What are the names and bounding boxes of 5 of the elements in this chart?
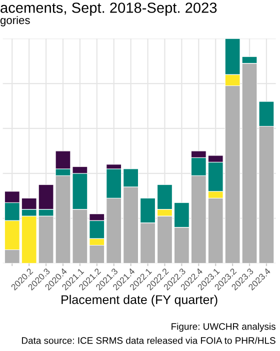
source-note: Data source: ICE SRMS data released via FOIA to PHR/HLS	[22, 336, 276, 344]
chart-subtitle: gories	[0, 16, 30, 26]
text: Figure: UWCHR analysis	[172, 322, 276, 332]
chart-title: acements, Sept. 2018-Sept. 2023	[0, 2, 217, 16]
x-axis-title: Placement date (FY quarter)	[62, 294, 218, 307]
